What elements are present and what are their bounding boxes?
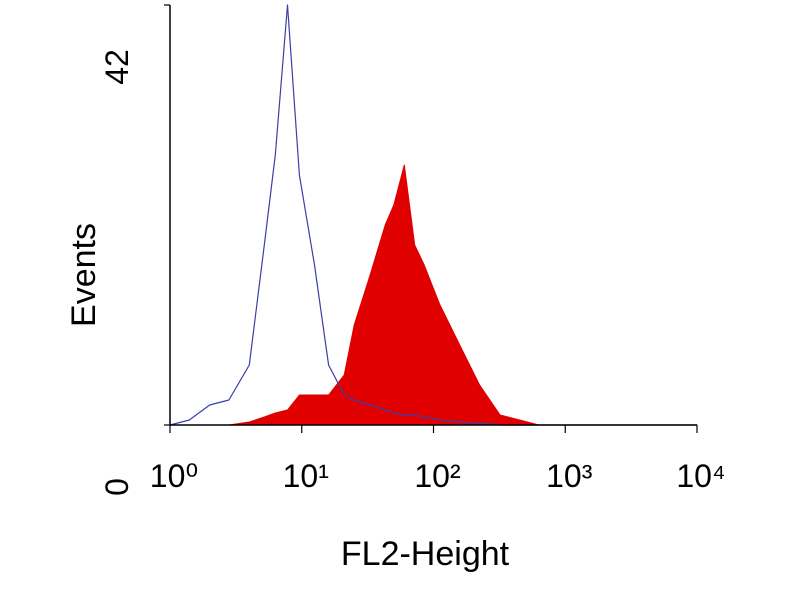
y-axis-label: Events: [65, 223, 103, 327]
y-tick-label: 0: [99, 478, 135, 496]
outline-histogram: [169, 4, 697, 426]
y-tick-label: 42: [99, 49, 135, 85]
x-tick-label: 10²: [414, 458, 461, 494]
x-tick-label: 10⁴: [676, 458, 725, 494]
x-tick-label: 10³: [546, 458, 593, 494]
x-axis-label: FL2-Height: [341, 535, 510, 573]
x-tick-label: 10¹: [283, 458, 329, 494]
filled-histogram: [169, 164, 698, 426]
x-tick-label: 10⁰: [150, 458, 198, 494]
